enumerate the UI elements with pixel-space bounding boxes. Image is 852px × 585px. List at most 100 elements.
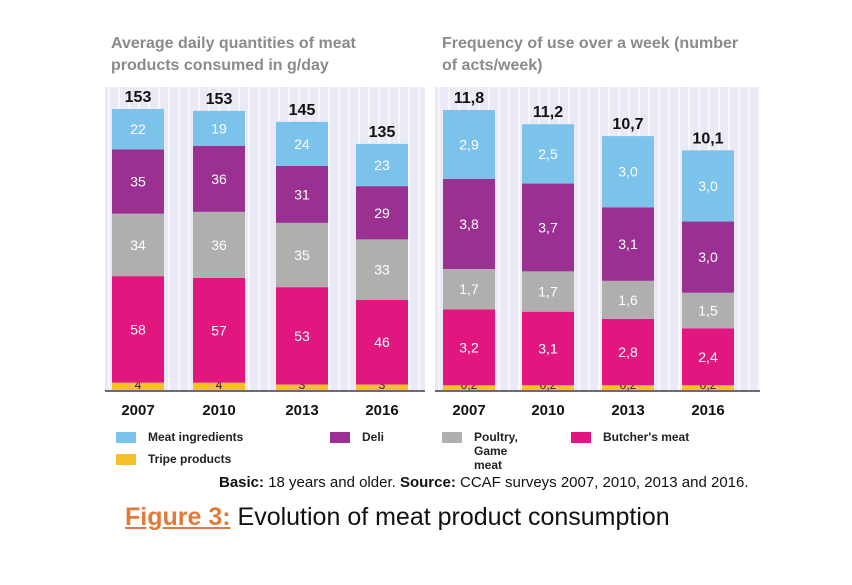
legend-item-meat-ingredients: Meat ingredients — [116, 430, 243, 444]
data-label: 22 — [130, 121, 146, 137]
figure-caption: Figure 3: Evolution of meat product cons… — [125, 503, 670, 532]
bar-segment-tripe-products — [602, 385, 654, 390]
legend-swatch-deli — [330, 432, 350, 443]
legend-label: Butcher's meat — [603, 430, 690, 444]
data-label: 3 — [299, 378, 306, 392]
bar-segment-poultry-game-meat — [682, 292, 734, 329]
data-label: 2,8 — [618, 344, 638, 360]
bar-segment-butcher-s-meat — [602, 318, 654, 386]
bar-segment-meat-ingredients — [682, 150, 734, 222]
bar-segment-poultry-game-meat — [443, 268, 495, 310]
bar-segment-poultry-game-meat — [193, 211, 245, 278]
data-label: 2,4 — [698, 349, 718, 365]
legend-item-deli: Deli — [330, 430, 384, 444]
legend-item-butchers-meat: Butcher's meat — [571, 430, 689, 444]
data-label: 33 — [374, 262, 390, 278]
bar-segment-butcher-s-meat — [112, 276, 164, 383]
data-label: 1,7 — [459, 281, 479, 297]
bar-segment-butcher-s-meat — [443, 309, 495, 386]
bar-segment-butcher-s-meat — [682, 328, 734, 386]
data-label: 1,5 — [698, 303, 718, 319]
bar-segment-deli — [522, 183, 574, 272]
data-label: 2,5 — [538, 146, 558, 162]
x-tick-label: 2013 — [285, 402, 318, 419]
total-label: 10,1 — [692, 130, 723, 147]
data-label: 3,0 — [698, 249, 718, 265]
data-label: 29 — [374, 205, 390, 221]
data-label: 57 — [211, 322, 227, 338]
data-label: 3,0 — [698, 178, 718, 194]
bar-segment-poultry-game-meat — [112, 213, 164, 277]
data-label: 34 — [130, 237, 146, 253]
data-label: 36 — [211, 237, 227, 253]
bar-segment-tripe-products — [443, 385, 495, 390]
bar-segment-poultry-game-meat — [276, 222, 328, 288]
bar-segment-poultry-game-meat — [356, 239, 408, 301]
data-label: 3,8 — [459, 216, 479, 232]
data-label: 3 — [379, 378, 386, 392]
bar-segment-poultry-game-meat — [522, 271, 574, 312]
data-label: 31 — [294, 186, 310, 202]
x-tick-label: 2016 — [365, 402, 398, 419]
charts-svg: 4 58 34 35 22 153 2007 4 57 36 36 19 153 2010 3 53 35 31 2… — [105, 87, 760, 419]
bar-segment-butcher-s-meat — [356, 300, 408, 385]
bar-segment-tripe-products — [276, 384, 328, 390]
basic-label: Basic: — [219, 474, 265, 491]
total-label: 11,8 — [454, 90, 484, 107]
legend-item-tripe-products: Tripe products — [116, 452, 231, 466]
data-label: 1,6 — [618, 292, 638, 308]
source-text: CCAF surveys 2007, 2010, 2013 and 2016. — [455, 474, 749, 491]
x-tick-label: 2007 — [452, 402, 485, 419]
bar-segment-meat-ingredients — [443, 110, 495, 179]
bar-segment-meat-ingredients — [522, 124, 574, 184]
bar-segment-tripe-products — [193, 382, 245, 390]
legend-label: Poultry, Game meat — [474, 430, 518, 472]
data-label: 4 — [135, 378, 142, 392]
bar-segment-deli — [112, 149, 164, 214]
data-label: 53 — [294, 328, 310, 344]
bar-segment-deli — [276, 165, 328, 223]
data-label: 3,0 — [618, 164, 638, 180]
bar-segment-tripe-products — [356, 384, 408, 390]
source-note: Basic: 18 years and older. Source: CCAF … — [219, 474, 749, 491]
data-label: 2,9 — [459, 136, 479, 152]
bar-segment-meat-ingredients — [193, 110, 245, 146]
data-label: 36 — [211, 171, 227, 187]
total-label: 135 — [369, 124, 396, 141]
bar-segment-meat-ingredients — [112, 109, 164, 150]
data-label: 3,1 — [538, 340, 558, 356]
bar-segment-tripe-products — [522, 385, 574, 390]
x-tick-label: 2013 — [611, 402, 644, 419]
bar-segment-tripe-products — [112, 382, 164, 390]
figure-label: Figure 3: — [125, 503, 231, 531]
right-chart-title: Frequency of use over a week (number of … — [442, 35, 739, 74]
total-label: 145 — [289, 102, 316, 119]
total-label: 11,2 — [533, 104, 563, 121]
bar-segment-deli — [356, 186, 408, 240]
data-label: 24 — [294, 136, 310, 152]
total-label: 10,7 — [612, 116, 643, 133]
legend-label: Deli — [362, 430, 385, 444]
data-label: 1,7 — [538, 284, 558, 300]
total-label: 153 — [125, 89, 152, 106]
legend-swatch-poultry-game-meat — [442, 432, 462, 443]
data-label: 58 — [130, 321, 146, 337]
data-label: 3,1 — [618, 236, 638, 252]
bar-segment-meat-ingredients — [602, 136, 654, 208]
data-label: 3,2 — [459, 339, 479, 355]
bar-segment-deli — [682, 221, 734, 293]
data-label: 46 — [374, 334, 390, 350]
x-tick-label: 2010 — [531, 402, 564, 419]
x-tick-label: 2010 — [202, 402, 235, 419]
legend-label: Tripe products — [148, 452, 232, 466]
bar-segment-meat-ingredients — [276, 121, 328, 166]
x-tick-label: 2016 — [691, 402, 724, 419]
data-label: 23 — [374, 157, 390, 173]
bar-segment-butcher-s-meat — [522, 311, 574, 386]
data-label: 35 — [294, 247, 310, 263]
x-tick-label: 2007 — [121, 402, 154, 419]
bar-segment-poultry-game-meat — [602, 280, 654, 319]
data-label: 19 — [211, 120, 227, 136]
legend-swatch-tripe-products — [116, 454, 136, 465]
